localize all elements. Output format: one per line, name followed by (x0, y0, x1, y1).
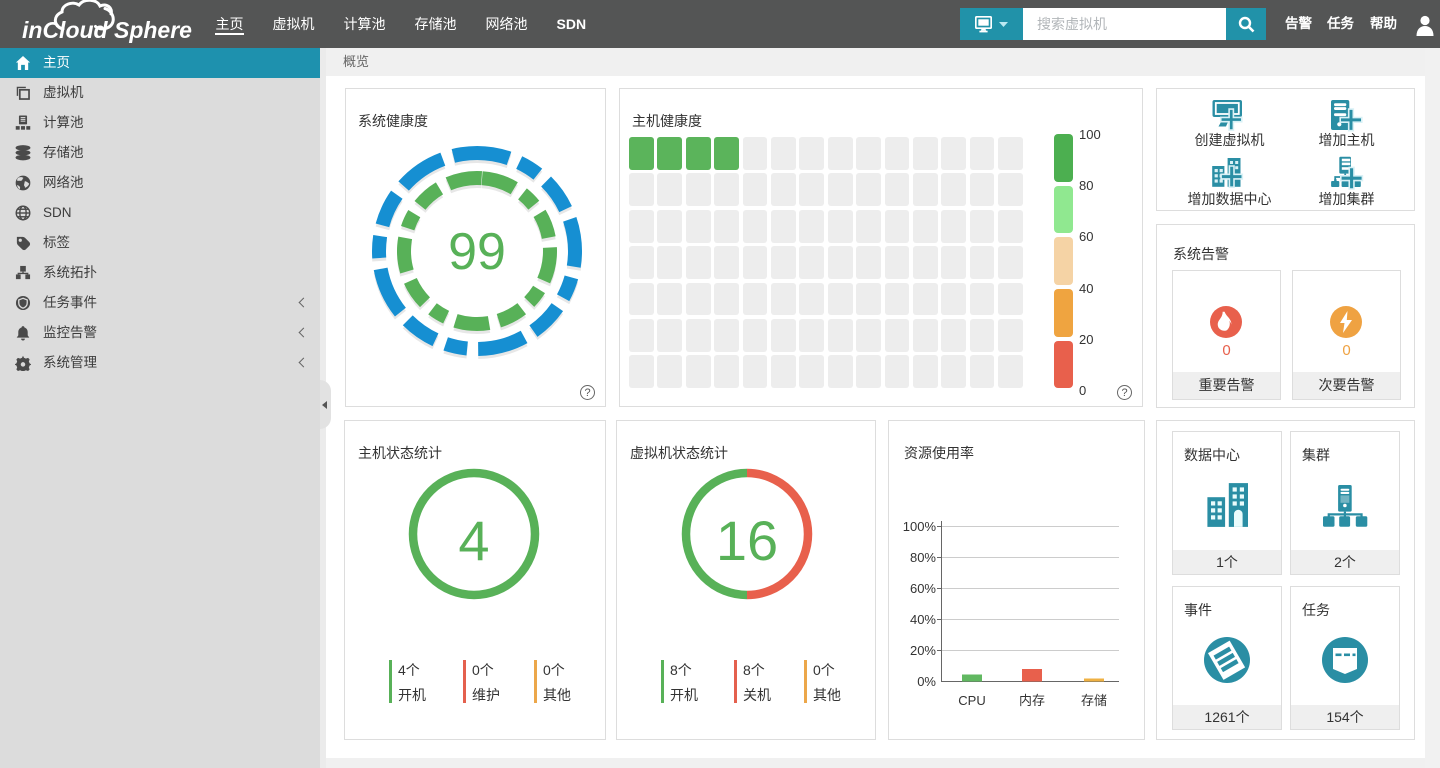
svg-text:20%: 20% (910, 643, 936, 658)
svg-text:80%: 80% (910, 550, 936, 565)
svg-text:内存: 内存 (1019, 693, 1045, 708)
svg-text:存储: 存储 (1081, 693, 1107, 708)
svg-text:60%: 60% (910, 581, 936, 596)
svg-text:0%: 0% (917, 674, 936, 689)
svg-text:16: 16 (716, 509, 778, 572)
svg-text:99: 99 (448, 223, 506, 281)
svg-text:CPU: CPU (958, 693, 985, 708)
svg-text:40%: 40% (910, 612, 936, 627)
svg-text:inCloud Sphere: inCloud Sphere (22, 17, 192, 43)
svg-text:4: 4 (458, 509, 489, 572)
svg-text:100%: 100% (903, 519, 937, 534)
